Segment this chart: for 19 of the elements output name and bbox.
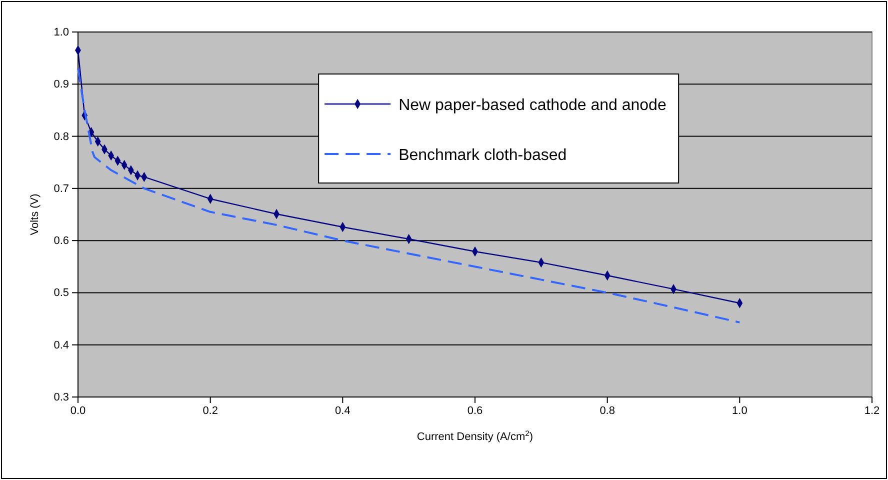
y-tick-label: 0.4 bbox=[54, 339, 69, 352]
legend-label: New paper-based cathode and anode bbox=[398, 97, 666, 114]
x-tick-label: 0.2 bbox=[202, 404, 218, 417]
y-tick-label: 1.0 bbox=[54, 26, 69, 39]
x-tick-label: 0.6 bbox=[467, 404, 483, 417]
legend-label: Benchmark cloth-based bbox=[398, 147, 567, 164]
x-tick-label: 0.8 bbox=[600, 404, 615, 417]
y-tick-label: 0.7 bbox=[54, 182, 69, 195]
x-axis-title: Current Density (A/cm$^{2}$) bbox=[416, 428, 534, 443]
y-tick-label: 0.6 bbox=[54, 235, 69, 248]
x-tick-label: 0.0 bbox=[70, 404, 86, 417]
x-tick-label: 1.0 bbox=[732, 404, 748, 417]
y-tick-label: 0.9 bbox=[54, 78, 69, 91]
x-tick-label: 0.4 bbox=[335, 404, 350, 417]
y-tick-label: 0.5 bbox=[54, 287, 69, 300]
x-tick-label: 1.2 bbox=[864, 404, 880, 417]
y-tick-label: 0.8 bbox=[54, 130, 69, 143]
y-axis-title: Volts (V) bbox=[29, 194, 41, 236]
y-tick-label: 0.3 bbox=[54, 392, 69, 404]
